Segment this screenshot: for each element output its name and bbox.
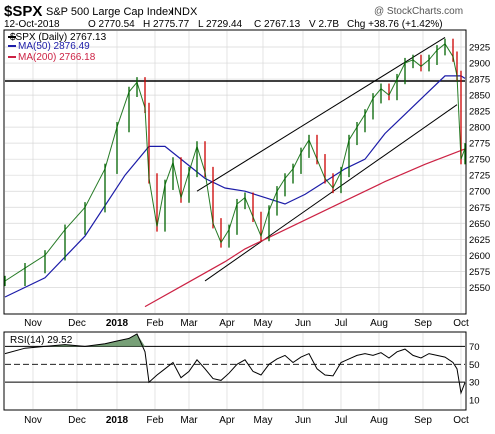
rsi-x-tick-label: Aug [370,415,388,426]
rsi-x-tick-label: Dec [68,415,86,426]
main-y-tick-label: 2750 [469,155,490,166]
main-panel-frame [3,29,467,315]
date-label: 12-Oct-2018 [4,19,60,30]
exchange-label: INDX [171,6,198,18]
legend-ma50: MA(50) 2876.49 [18,41,90,52]
main-y-tick-label: 2825 [469,107,490,118]
main-x-tick-label: 2018 [106,318,129,329]
rsi-x-tick-label: May [254,415,273,426]
main-y-tick-label: 2650 [469,219,490,230]
main-grid [5,31,465,313]
main-y-tick-label: 2850 [469,91,490,102]
rsi-x-tick-label: Feb [146,415,164,426]
rsi-x-tick-label: Nov [24,415,42,426]
change-value: Chg +38.76 (+1.42%) [347,19,443,30]
high-value: H 2775.77 [143,19,190,30]
main-x-tick-label: Oct [453,318,469,329]
rsi-y-tick-label: 30 [469,378,480,389]
rsi-series [4,333,466,395]
main-y-tick-label: 2925 [469,43,490,54]
main-x-tick-label: Nov [24,318,42,329]
main-x-axis: Nov Dec 2018 Feb Mar Apr May Jun Jul Aug Sep Oct [24,318,469,329]
rsi-legend: RSI(14) 29.52 [10,335,73,346]
rsi-grid [5,333,465,409]
close-value: C 2767.13 [254,19,301,30]
rsi-y-tick-label: 70 [469,342,480,353]
main-y-tick-label: 2800 [469,123,490,134]
rsi-x-tick-label: Mar [180,415,198,426]
rsi-y-tick-label: 10 [469,396,480,407]
main-x-tick-label: Apr [219,318,235,329]
rsi-y-tick-label: 50 [469,360,480,371]
ma50-line [4,75,466,298]
main-y-tick-label: 2550 [469,283,490,294]
legend: $SPX (Daily) 2767.13 MA(50) 2876.49 MA(2… [8,32,107,63]
watermark: @ StockCharts.com [374,6,463,17]
rsi-x-axis: Nov Dec 2018 Feb Mar Apr May Jun Jul Aug Sep Oct [24,415,469,426]
main-x-tick-label: Jul [335,318,348,329]
main-y-tick-label: 2725 [469,171,490,182]
channel-lower-line [204,104,458,282]
main-y-tick-label: 2600 [469,251,490,262]
channel-upper-line [196,36,446,192]
rsi-x-tick-label: Jul [335,415,348,426]
rsi-line [4,333,466,395]
main-y-axis: 2550 2575 2600 2625 2650 2675 2700 2725 2750 2775… [469,43,490,294]
price-line [4,43,466,282]
ma200-line [144,148,466,308]
rsi-x-tick-label: Apr [219,415,235,426]
main-y-tick-label: 2675 [469,203,490,214]
volume-value: V 2.7B [309,19,339,30]
symbol-title: $SPX [4,3,42,20]
index-name: S&P 500 Large Cap Index [46,6,174,18]
rsi-x-tick-label: Sep [414,415,432,426]
rsi-x-tick-label: Oct [453,415,469,426]
legend-price: $SPX (Daily) 2767.13 [10,32,107,43]
main-x-tick-label: Feb [146,318,164,329]
main-y-tick-label: 2875 [469,75,490,86]
main-y-tick-label: 2900 [469,59,490,70]
main-x-tick-label: Aug [370,318,388,329]
main-y-tick-label: 2775 [469,139,490,150]
legend-ma200: MA(200) 2766.18 [18,52,96,63]
main-y-tick-label: 2625 [469,235,490,246]
rsi-overbought-fill [5,333,149,347]
rsi-x-tick-label: 2018 [106,415,129,426]
open-value: O 2770.54 [88,19,135,30]
main-x-tick-label: May [254,318,273,329]
rsi-x-tick-label: Jun [295,415,311,426]
main-x-tick-label: Mar [180,318,198,329]
main-series [4,36,466,308]
main-x-tick-label: Dec [68,318,86,329]
main-x-tick-label: Sep [414,318,432,329]
rsi-panel-frame [3,331,467,411]
main-y-tick-label: 2700 [469,187,490,198]
main-y-tick-label: 2575 [469,267,490,278]
rsi-y-axis: 10 30 50 70 [469,342,480,407]
low-value: L 2729.44 [198,19,243,30]
main-x-tick-label: Jun [295,318,311,329]
